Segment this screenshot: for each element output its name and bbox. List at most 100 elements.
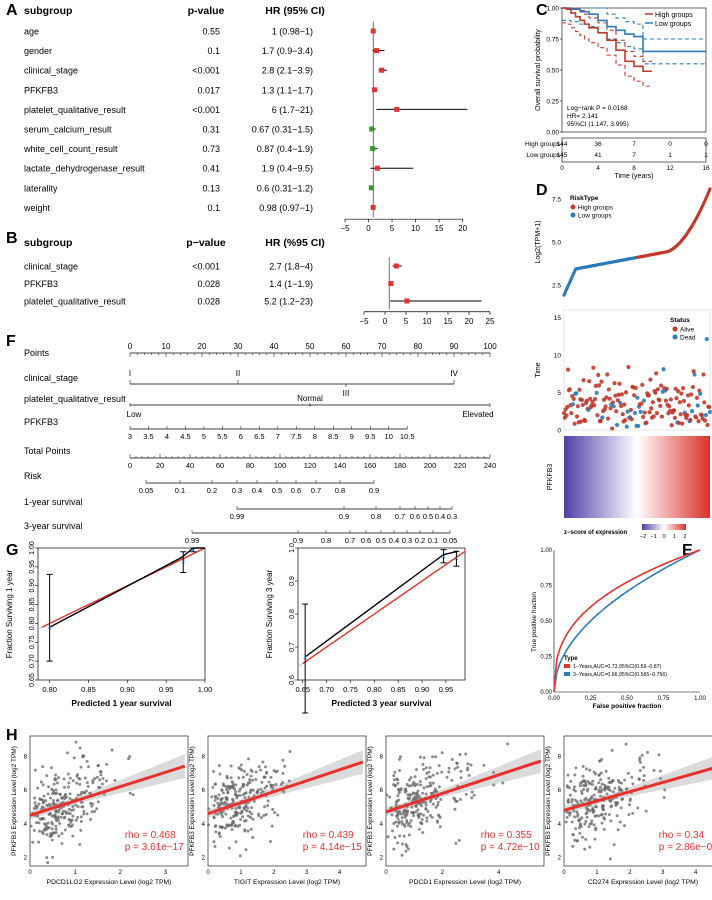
corr-point [55,781,59,785]
corr-point [52,782,56,786]
corr-point [400,816,404,820]
nomogram-tick-label: 5.5 [217,432,227,441]
corr-point [227,846,231,850]
forest-x-tick-label: 20 [458,224,467,233]
nomogram-tick-label: 0.6 [410,512,420,521]
corr-p: p = 4.14e−15 [303,842,362,853]
risk-legend-alive: Alive [680,327,694,334]
forest-row-hr: 0.6 (0.31−1.2) [257,183,313,193]
corr-point [238,854,242,858]
corr-point [217,793,221,797]
corr-point [396,817,400,821]
forest-row-name: PFKFB3 [24,85,58,95]
corr-point [40,817,44,821]
corr-point [393,784,397,788]
risk-time-point [629,417,634,422]
corr-point [397,791,401,795]
forest-row-hr: 6 (1.7−21) [272,105,313,115]
nomogram-tick-label: 0.5 [272,486,282,495]
corr-point [71,834,75,838]
corr-point [568,793,572,797]
nomogram-tick-label: 240 [484,461,497,470]
corr-point [48,796,52,800]
forest-header-p: p-value [188,5,225,17]
corr-fit-line [207,760,364,816]
risk-time-point [569,411,574,416]
corr-point [422,756,426,760]
corr-point [246,757,250,761]
risk-time-point [624,424,629,429]
corr-point [225,774,229,778]
km-high-ci-upper [562,7,652,62]
risk-scatter-frame [563,309,711,431]
corr-point [224,812,228,816]
corr-x-tick-label: 2 [119,870,123,876]
risk-time-point [702,400,707,405]
nomogram-tick-label: 0.2 [415,536,425,545]
risk-time-point [647,410,652,415]
corr-point [659,777,663,781]
forest-row-hr: 1.7 (0.9−3.4) [262,46,313,56]
corr-point [55,799,59,803]
corr-point [221,791,225,795]
corr-point [218,835,222,839]
nomogram-tick-label: 60 [216,461,224,470]
forest-row-name: platelet_qualitative_result [24,297,126,307]
corr-point [417,796,421,800]
corr-point [573,785,577,789]
nomogram-tick-label: 0.7 [311,486,321,495]
km-legend-high: High groups [655,12,693,19]
corr-point [82,812,86,816]
corr-point [585,811,589,815]
nomogram-tick-label: 8.5 [328,432,338,441]
corr-point [266,804,270,808]
corr-point [48,835,52,839]
corr-point [210,795,214,799]
corr-point [413,804,417,808]
corr-point [407,833,411,837]
roc-y-tick-label: 1.00 [540,548,552,554]
corr-point [248,778,252,782]
risk-time-point [570,402,576,407]
corr-point [581,774,585,778]
corr-point [578,831,582,835]
corr-rho: rho = 0.34 [659,830,705,841]
nomogram-tick-label: 0.05 [139,486,154,495]
corr-point [68,797,72,801]
corr-point [234,807,238,811]
calib1-y-tick-label: 0.95 [29,560,36,574]
corr-point [32,807,36,811]
forest-point [370,204,376,210]
corr-point [39,780,43,784]
corr-point [638,756,642,760]
corr-point [259,787,263,791]
risk-time-point [581,378,586,383]
risk-time-point [658,383,664,388]
corr-point [247,795,251,799]
forest-row-name: lactate_dehydrogenase_result [24,164,145,174]
corr-point [390,813,394,817]
forest-x-tick-label: 5 [390,224,395,233]
km-risk-count: 1 [704,152,708,159]
corr-point [65,751,69,755]
corr-x-tick-label: 3 [164,870,168,876]
corr-point [578,784,582,788]
corr-point [609,819,613,823]
corr-point [57,808,61,812]
forest-row-name: platelet_qualitative_result [24,105,126,115]
corr-point [233,810,237,814]
corr-point [431,802,435,806]
corr-y-tick-label: 6 [202,788,206,794]
corr-point [393,836,397,840]
roc-y-tick-label: 0.50 [540,619,552,625]
nomogram-tick-label: 0.05 [443,536,458,545]
risk-time-point [646,393,651,398]
corr-point [240,768,244,772]
risk-time-point [707,404,712,410]
corr-ci-band [386,749,541,817]
corr-point [428,766,432,770]
corr-point [398,834,402,838]
corr-point [385,793,389,797]
corr-point [431,755,435,759]
risk-scale-tick: 1 [673,534,676,540]
